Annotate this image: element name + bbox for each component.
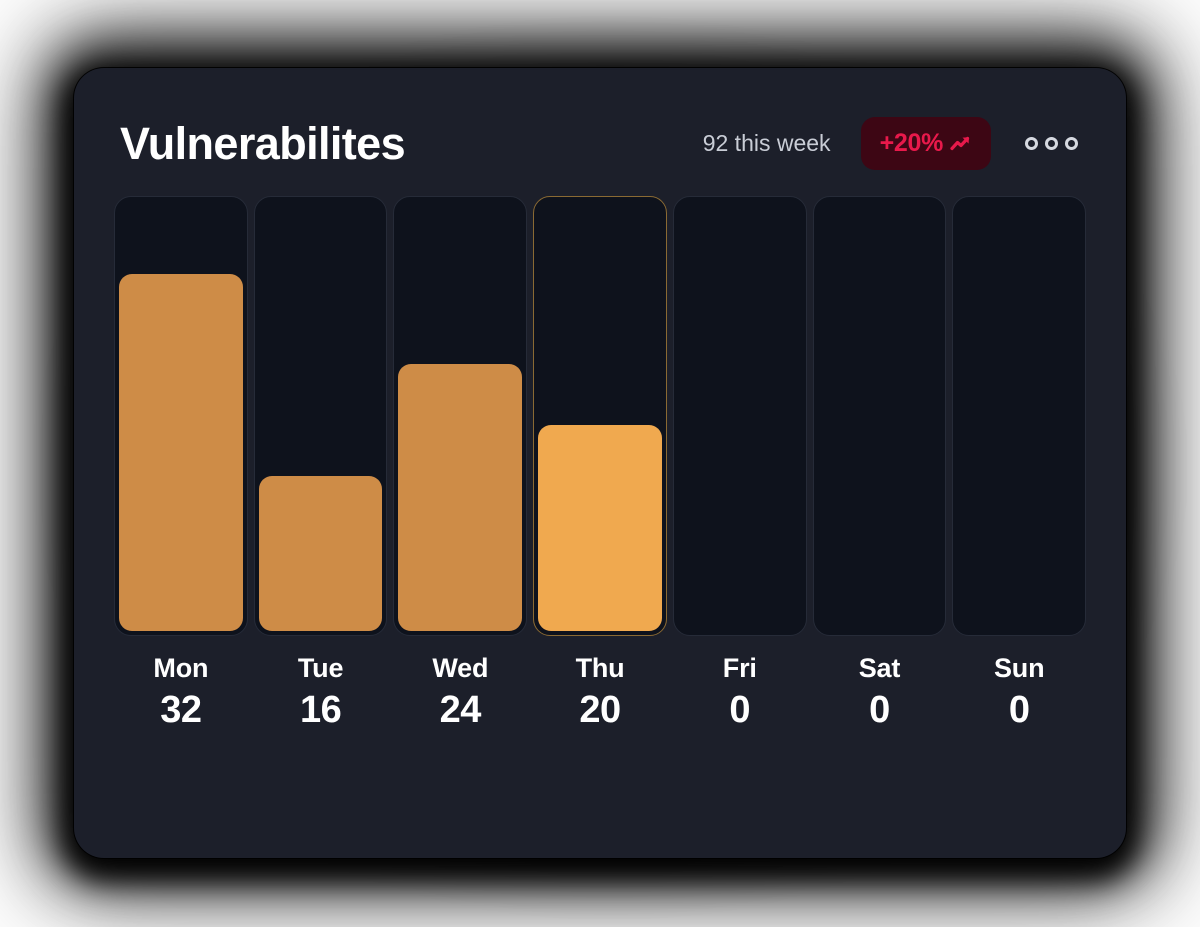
day-label-wed: Wed [432, 653, 489, 683]
day-label-thu: Thu [575, 653, 625, 683]
day-value-thu: 20 [579, 689, 621, 732]
day-label-sat: Sat [858, 653, 901, 683]
day-label-fri: Fri [722, 653, 757, 683]
bar-column-sat[interactable] [812, 196, 947, 636]
bar-column-wed[interactable] [393, 196, 528, 636]
header-actions: 92 this week +20% [702, 116, 1082, 170]
bar-column-tue[interactable] [253, 196, 388, 636]
vulnerabilities-card: Vulnerabilites 92 this week +20% [74, 68, 1126, 858]
bar-column-sun[interactable] [952, 196, 1087, 636]
day-value-fri: 0 [729, 689, 751, 732]
trend-value-label: +20% [879, 128, 944, 157]
label-cell-mon: Mon 32 [114, 650, 248, 736]
menu-dot-1 [1025, 136, 1038, 150]
status-badge[interactable]: +20% [860, 116, 991, 170]
label-cell-tue: Tue 16 [254, 650, 388, 736]
bar-column-thu[interactable] [533, 196, 667, 636]
bar-column-fri[interactable] [672, 196, 807, 636]
bar-wed [398, 364, 523, 631]
day-label-mon: Mon [153, 653, 209, 683]
day-value-sun: 0 [1008, 689, 1030, 732]
day-value-sat: 0 [869, 689, 890, 732]
bar-tue [258, 476, 383, 631]
card-header: Vulnerabilites 92 this week +20% [114, 112, 1086, 174]
week-total-label: 92 this week [702, 129, 831, 156]
label-cell-sat: Sat 0 [813, 650, 947, 736]
bar-column-mon[interactable] [114, 196, 248, 636]
label-cell-fri: Fri 0 [673, 650, 807, 736]
bar-thu [538, 424, 662, 631]
day-value-mon: 32 [160, 689, 202, 732]
page-title: Vulnerabilites [120, 117, 406, 169]
day-label-sun: Sun [993, 653, 1045, 683]
trending-up-icon [950, 134, 972, 152]
more-horizontal-icon[interactable] [1021, 129, 1082, 158]
menu-dot-2 [1045, 136, 1058, 150]
day-value-tue: 16 [299, 689, 342, 732]
bar-chart [114, 196, 1087, 636]
label-cell-wed: Wed 24 [393, 650, 527, 736]
day-label-tue: Tue [297, 653, 344, 683]
label-cell-thu: Thu 20 [533, 650, 667, 736]
menu-dot-3 [1065, 136, 1078, 150]
chart-labels-row: Mon 32 Tue 16 Wed 24 Thu 20 Fri 0 Sat 0 [114, 650, 1086, 736]
bar-mon [119, 274, 243, 631]
label-cell-sun: Sun 0 [952, 650, 1086, 736]
day-value-wed: 24 [439, 689, 482, 732]
